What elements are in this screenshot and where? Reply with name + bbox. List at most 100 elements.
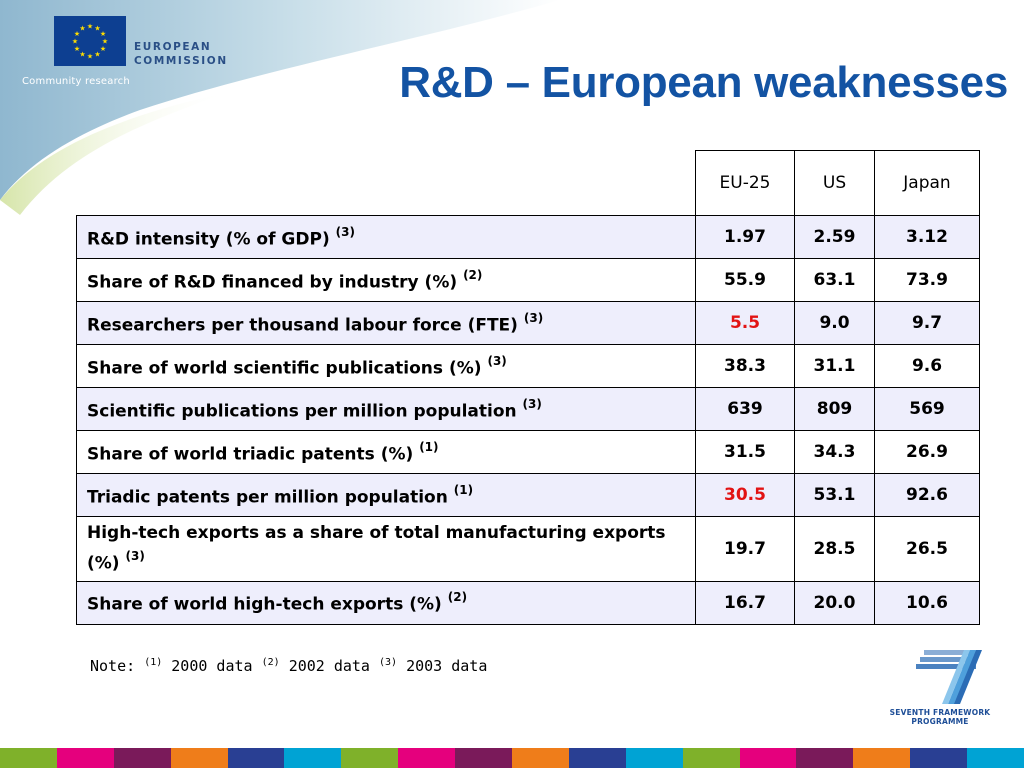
row-ref: (2) [463,267,483,282]
row-label-cell: Triadic patents per million population (… [76,473,696,517]
row-ref: (3) [335,224,355,239]
value-cell: 92.6 [874,473,980,517]
fp7-line1: SEVENTH FRAMEWORK [889,708,991,717]
value-cell: 26.9 [874,430,980,474]
row-label: Share of world high-tech exports (%) [87,594,442,615]
table-row: Share of world triadic patents (%) (1) 31… [76,430,980,474]
strip-segment [910,748,968,768]
eu-star-icon: ★ [94,50,100,58]
note-ref: (3) [379,657,398,668]
strip-segment [625,748,683,768]
row-label-cell: Researchers per thousand labour force (F… [76,301,696,345]
eu-star-icon: ★ [87,53,93,61]
eu-org-line2: COMMISSION [134,55,228,67]
value-cell: 34.3 [794,430,875,474]
note-text: 2003 data [406,657,488,675]
note-prefix: Note: [90,657,136,675]
value-cell: 38.3 [695,344,795,388]
value-cell: 28.5 [794,516,875,582]
table-row: Share of world high-tech exports (%) (2)… [76,580,980,625]
table-row: High-tech exports as a share of total ma… [76,516,980,582]
value-cell: 10.6 [874,580,980,625]
value-cell: 9.0 [794,301,875,345]
eu-stars-icon: ★★★★★★★★★ ★ ★★ [72,23,108,61]
note-ref: (2) [261,657,280,668]
row-ref: (2) [447,590,468,605]
value-cell: 53.1 [794,473,875,517]
value-cell: 9.7 [874,301,980,345]
value-cell: 9.6 [874,344,980,388]
eu-star-icon: ★ [72,38,78,46]
value-cell: 31.1 [794,344,875,388]
strip-segment [739,748,797,768]
value-cell: 26.5 [874,516,980,582]
eu-star-icon: ★ [74,45,80,53]
table-row: Share of world scientific publications (… [76,344,980,388]
value-cell: 5.5 [695,301,795,345]
strip-segment [341,748,399,768]
row-ref: (3) [522,396,542,411]
strip-segment [967,748,1024,768]
note-text: 2002 data [288,657,370,675]
note-ref: (1) [144,657,163,668]
header-swoosh [0,0,560,215]
row-label-cell: R&D intensity (% of GDP) (3) [76,215,696,259]
table-row: Scientific publications per million popu… [76,387,980,431]
strip-segment [796,748,854,768]
value-cell: 2.59 [794,215,875,259]
value-cell: 20.0 [794,580,875,625]
table-row: Researchers per thousand labour force (F… [76,301,980,345]
table-row: Triadic patents per million population (… [76,473,980,517]
fp7-wordmark: SEVENTH FRAMEWORK PROGRAMME [885,708,995,726]
value-cell: 73.9 [874,258,980,302]
value-cell: 1.97 [695,215,795,259]
eu-flag-logo: ★ ★ ★ ★ ★ ★ ★ ★ ★ ★ ★ ★ [54,16,126,66]
strip-segment [0,748,57,768]
community-research-label: Community research [22,76,130,87]
row-label: High-tech exports as a share of total ma… [87,523,666,574]
eu-star-icon: ★ [79,50,85,58]
row-ref: (3) [523,310,544,325]
eu-org-line1: EUROPEAN [134,41,212,53]
strip-segment [853,748,911,768]
header-blank-cell [76,150,696,216]
table-row: Share of R&D financed by industry (%) (2… [76,258,980,302]
value-cell: 19.7 [695,516,795,582]
value-cell: 31.5 [695,430,795,474]
row-ref: (1) [453,482,474,497]
eu-commission-wordmark: EUROPEAN COMMISSION [134,40,228,68]
eu-star-icon: ★ [79,25,85,33]
eu-star-icon: ★ [102,38,108,46]
strip-segment [113,748,171,768]
eu-star-icon: ★ [100,30,106,38]
strip-segment [512,748,569,768]
note-text: 2000 data [171,657,253,675]
rd-comparison-table: EU-25 US Japan R&D intensity (% of GDP) … [76,150,980,625]
value-cell: 63.1 [794,258,875,302]
strip-segment [398,748,456,768]
footnote: Note: (1) 2000 data (2) 2002 data (3) 20… [90,657,487,675]
value-cell: 3.12 [874,215,980,259]
column-header: Japan [874,150,980,216]
value-cell: 30.5 [695,473,795,517]
strip-segment [455,748,513,768]
eu-star-icon: ★ [100,45,106,53]
row-ref: (3) [487,353,507,368]
strip-segment [284,748,342,768]
row-label: Share of world scientific publications (… [87,358,482,379]
row-label-cell: High-tech exports as a share of total ma… [76,516,696,582]
row-ref: (1) [419,439,439,454]
column-header: EU-25 [695,150,795,216]
fp7-line2: PROGRAMME [911,717,969,726]
strip-segment [682,748,740,768]
row-ref: (3) [125,549,145,563]
eu-star-icon: ★ [74,30,80,38]
row-label: Researchers per thousand labour force (F… [87,315,518,336]
table-row: R&D intensity (% of GDP) (3) 1.97 2.59 3.12 [76,215,980,259]
strip-segment [227,748,285,768]
eu-star-icon: ★ [94,25,100,33]
strip-segment [568,748,626,768]
page-title: R&D – European weaknesses [399,58,1008,107]
row-label: Triadic patents per million population [87,487,448,508]
table-header-row: EU-25 US Japan [76,150,980,216]
